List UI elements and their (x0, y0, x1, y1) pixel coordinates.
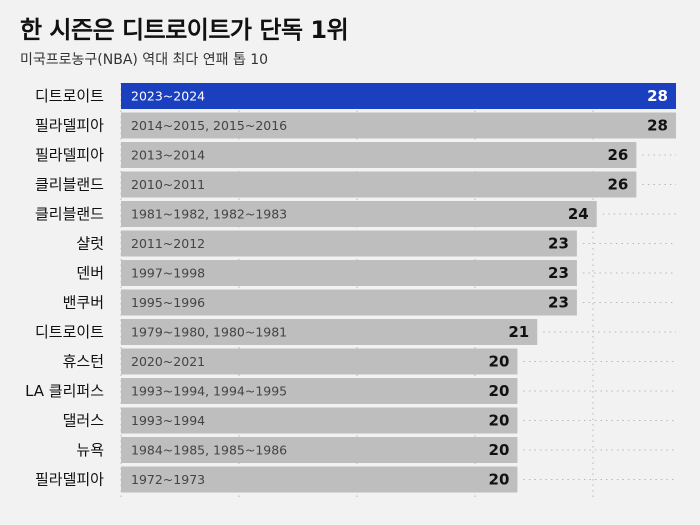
season-label: 1995~1996 (131, 295, 205, 310)
bar (121, 437, 518, 463)
team-label: 댈러스 (63, 412, 105, 430)
value-label: 20 (489, 412, 510, 430)
season-label: 2020~2021 (131, 354, 205, 369)
season-label: 2023~2024 (131, 89, 205, 104)
season-label: 2013~2014 (131, 148, 205, 163)
value-label: 23 (548, 294, 569, 312)
team-label: 샬럿 (76, 235, 104, 253)
bar (121, 407, 518, 434)
season-label: 2011~2012 (131, 236, 205, 251)
value-label: 26 (607, 146, 628, 164)
team-label: 덴버 (76, 264, 104, 282)
season-label: 1993~1994, 1994~1995 (131, 384, 287, 399)
value-label: 21 (508, 323, 529, 341)
bar (121, 112, 676, 139)
season-label: 1993~1994 (131, 413, 205, 428)
season-label: 2014~2015, 2015~2016 (131, 118, 287, 133)
bar (121, 83, 676, 109)
team-label: 휴스턴 (63, 353, 104, 371)
value-label: 23 (548, 235, 569, 253)
team-label: LA 클리퍼스 (25, 382, 104, 400)
team-label: 필라델피아 (35, 146, 104, 164)
bar (121, 348, 518, 375)
bar (121, 319, 538, 345)
season-label: 1972~1973 (131, 472, 205, 487)
team-label: 밴쿠버 (63, 294, 104, 312)
bar (121, 289, 577, 316)
value-label: 20 (489, 382, 510, 400)
season-label: 1997~1998 (131, 266, 205, 281)
team-label: 디트로이트 (35, 87, 104, 105)
bar (121, 230, 577, 257)
bar (121, 171, 637, 198)
value-label: 20 (489, 471, 510, 489)
value-label: 23 (548, 264, 569, 282)
season-label: 1984~1985, 1985~1986 (131, 443, 287, 458)
chart-subtitle: 미국프로농구(NBA) 역대 최다 연패 톱 10 (20, 52, 269, 68)
bar (121, 378, 518, 404)
value-label: 26 (607, 176, 628, 194)
value-label: 24 (568, 205, 589, 223)
team-label: 필라델피아 (35, 471, 104, 489)
season-label: 1981~1982, 1982~1983 (131, 207, 287, 222)
bar (121, 466, 518, 493)
team-label: 뉴욕 (76, 441, 104, 459)
season-label: 1979~1980, 1980~1981 (131, 325, 287, 340)
team-label: 필라델피아 (35, 117, 104, 135)
value-label: 28 (647, 87, 668, 105)
value-label: 20 (489, 353, 510, 371)
team-label: 디트로이트 (35, 323, 104, 341)
value-label: 28 (647, 117, 668, 135)
team-label: 클리블랜드 (35, 205, 104, 223)
chart-title: 한 시즌은 디트로이트가 단독 1위 (20, 16, 349, 44)
bar (121, 201, 597, 227)
season-label: 2010~2011 (131, 177, 205, 192)
bar (121, 260, 577, 286)
team-label: 클리블랜드 (35, 176, 104, 194)
bar (121, 142, 637, 168)
value-label: 20 (489, 441, 510, 459)
